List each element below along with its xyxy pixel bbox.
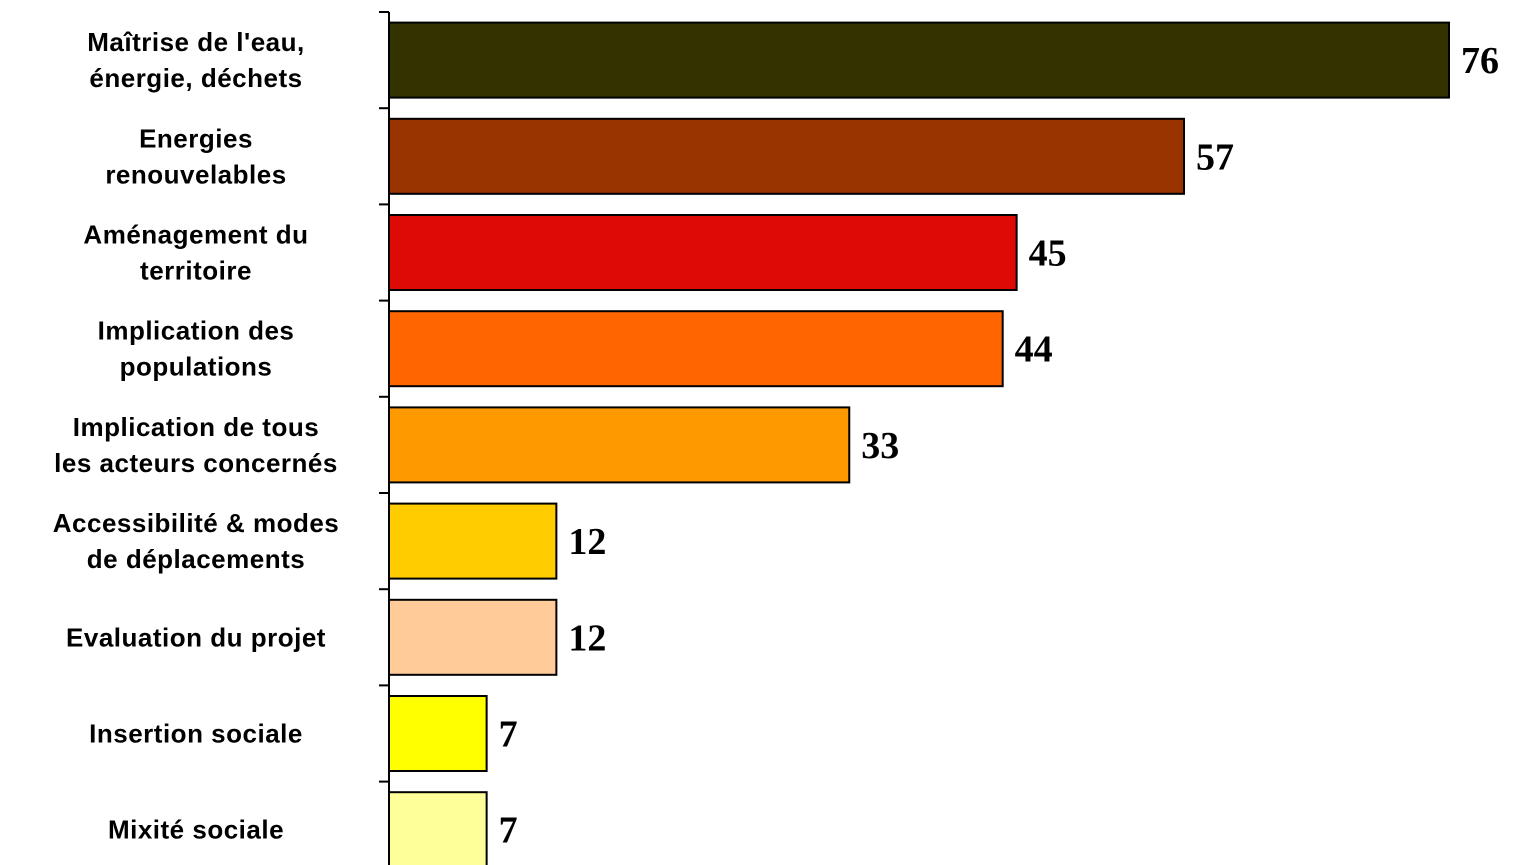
value-label-3: 45 <box>1029 233 1067 275</box>
category-label-line: Implication des <box>98 316 295 346</box>
category-labels: Maîtrise de l'eau, énergie, déchets Energi… <box>53 27 340 845</box>
category-label-line: Mixité sociale <box>108 815 284 845</box>
bar-9 <box>388 791 488 865</box>
category-label-line: Implication de tous <box>73 412 319 442</box>
category-label-7: Evaluation du projet <box>66 622 326 652</box>
value-label-6: 12 <box>568 521 606 563</box>
bar-1 <box>388 21 1450 99</box>
category-label-9: Mixité sociale <box>108 815 284 845</box>
value-labels: 76 57 45 44 33 12 12 7 7 <box>499 40 1499 852</box>
bar-4 <box>388 310 1004 388</box>
bar-2 <box>388 117 1185 195</box>
category-label-6: Accessibilité & modes de déplacements <box>53 508 340 574</box>
value-label-9: 7 <box>499 810 518 852</box>
category-label-line: énergie, déchets <box>89 63 302 93</box>
category-label-line: Aménagement du <box>83 220 308 250</box>
bar-8 <box>388 695 488 772</box>
category-label-line: populations <box>120 352 273 382</box>
category-label-line: renouvelables <box>105 159 286 189</box>
value-label-2: 57 <box>1196 136 1234 178</box>
category-label-line: de déplacements <box>87 544 305 574</box>
bar-5 <box>388 406 851 484</box>
bars-layer <box>388 21 1450 865</box>
category-label-1: Maîtrise de l'eau, énergie, déchets <box>87 27 304 93</box>
category-label-line: Maîtrise de l'eau, <box>87 27 304 57</box>
value-label-5: 33 <box>861 425 899 467</box>
bar-3 <box>388 214 1018 291</box>
bar-7 <box>388 598 558 676</box>
category-label-line: les acteurs concernés <box>54 448 338 478</box>
value-label-4: 44 <box>1015 329 1053 371</box>
category-label-line: Accessibilité & modes <box>53 508 340 538</box>
category-label-8: Insertion sociale <box>89 719 303 749</box>
category-label-4: Implication des populations <box>98 316 295 382</box>
category-axis <box>379 11 390 865</box>
category-label-line: Evaluation du projet <box>66 622 326 652</box>
category-label-line: Insertion sociale <box>89 719 303 749</box>
value-label-8: 7 <box>499 714 518 756</box>
category-label-line: territoire <box>140 256 252 286</box>
category-label-line: Energies <box>139 123 253 153</box>
category-label-3: Aménagement du territoire <box>83 220 308 286</box>
category-label-5: Implication de tous les acteurs concernés <box>54 412 338 478</box>
value-label-7: 12 <box>568 617 606 659</box>
category-label-2: Energies renouvelables <box>105 123 286 189</box>
bar-6 <box>388 502 558 580</box>
value-label-1: 76 <box>1461 40 1499 82</box>
